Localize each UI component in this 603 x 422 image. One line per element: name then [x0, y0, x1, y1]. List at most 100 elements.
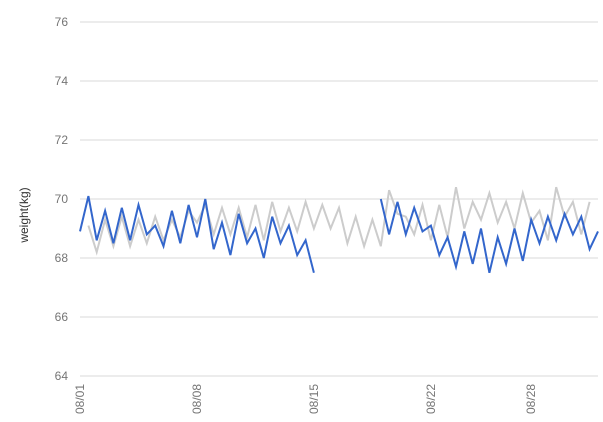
data-point: [145, 242, 148, 245]
data-point: [371, 218, 374, 221]
x-axis-ticks: 08/01 08/08 08/15 08/22 08/28: [73, 384, 538, 414]
data-point: [363, 245, 366, 248]
series-1: [87, 186, 591, 256]
data-point: [588, 200, 591, 203]
data-point: [455, 265, 458, 268]
data-point: [312, 227, 315, 230]
data-point: [480, 218, 483, 221]
data-point: [530, 218, 533, 221]
data-point: [196, 221, 199, 224]
data-point: [354, 215, 357, 218]
data-point: [154, 224, 157, 227]
x-tick-label: 08/08: [190, 384, 204, 414]
data-point: [513, 227, 516, 230]
data-point: [79, 230, 82, 233]
data-point: [296, 254, 299, 257]
data-point: [304, 200, 307, 203]
data-point: [279, 242, 282, 245]
data-point: [404, 233, 407, 236]
x-tick-label: 08/15: [307, 384, 321, 414]
y-tick-label: 72: [55, 133, 69, 147]
x-tick-label: 08/28: [524, 384, 538, 414]
data-point: [455, 186, 458, 189]
data-point: [287, 206, 290, 209]
data-point: [446, 236, 449, 239]
data-point: [112, 242, 115, 245]
data-point: [555, 186, 558, 189]
series-lines: [79, 186, 600, 274]
data-point: [254, 227, 257, 230]
data-point: [396, 212, 399, 215]
data-point: [321, 203, 324, 206]
data-point: [597, 230, 600, 233]
data-point: [438, 254, 441, 257]
data-point: [413, 233, 416, 236]
data-point: [254, 203, 257, 206]
data-point: [246, 242, 249, 245]
data-point: [271, 215, 274, 218]
data-point: [338, 206, 341, 209]
data-point: [488, 271, 491, 274]
data-point: [196, 236, 199, 239]
data-point: [87, 224, 90, 227]
data-point: [555, 239, 558, 242]
data-point: [488, 192, 491, 195]
data-point: [312, 271, 315, 274]
y-tick-label: 74: [55, 74, 69, 88]
data-point: [137, 218, 140, 221]
data-point: [212, 248, 215, 251]
gridlines: [80, 21, 598, 377]
data-point: [396, 200, 399, 203]
data-point: [221, 206, 224, 209]
y-axis-title: weight(kg): [17, 187, 31, 243]
data-point: [346, 242, 349, 245]
data-point: [521, 259, 524, 262]
data-point: [379, 198, 382, 201]
data-point: [538, 242, 541, 245]
series-line: [79, 195, 599, 274]
data-point: [429, 239, 432, 242]
data-point: [204, 198, 207, 201]
data-point: [95, 251, 98, 254]
data-point: [521, 192, 524, 195]
data-point: [480, 227, 483, 230]
y-tick-label: 66: [55, 310, 69, 324]
data-point: [546, 215, 549, 218]
data-point: [112, 245, 115, 248]
data-point: [104, 209, 107, 212]
data-point: [546, 239, 549, 242]
data-point: [229, 233, 232, 236]
data-point: [388, 233, 391, 236]
data-point: [95, 239, 98, 242]
data-point: [505, 200, 508, 203]
data-point: [229, 254, 232, 257]
data-point: [237, 206, 240, 209]
data-point: [279, 230, 282, 233]
data-point: [262, 239, 265, 242]
y-tick-label: 70: [55, 192, 69, 206]
data-point: [413, 206, 416, 209]
data-point: [145, 233, 148, 236]
data-point: [129, 245, 132, 248]
y-tick-label: 64: [55, 369, 69, 383]
data-point: [187, 203, 190, 206]
data-point: [170, 209, 173, 212]
data-point: [471, 262, 474, 265]
data-point: [580, 215, 583, 218]
data-point: [137, 203, 140, 206]
data-point: [262, 257, 265, 260]
data-point: [505, 262, 508, 265]
data-point: [463, 230, 466, 233]
data-point: [379, 245, 382, 248]
data-point: [237, 212, 240, 215]
data-point: [162, 245, 165, 248]
data-point: [287, 224, 290, 227]
data-point: [588, 248, 591, 251]
data-point: [179, 242, 182, 245]
data-point: [120, 206, 123, 209]
data-point: [329, 227, 332, 230]
data-point: [421, 203, 424, 206]
data-point: [571, 233, 574, 236]
data-point: [271, 200, 274, 203]
